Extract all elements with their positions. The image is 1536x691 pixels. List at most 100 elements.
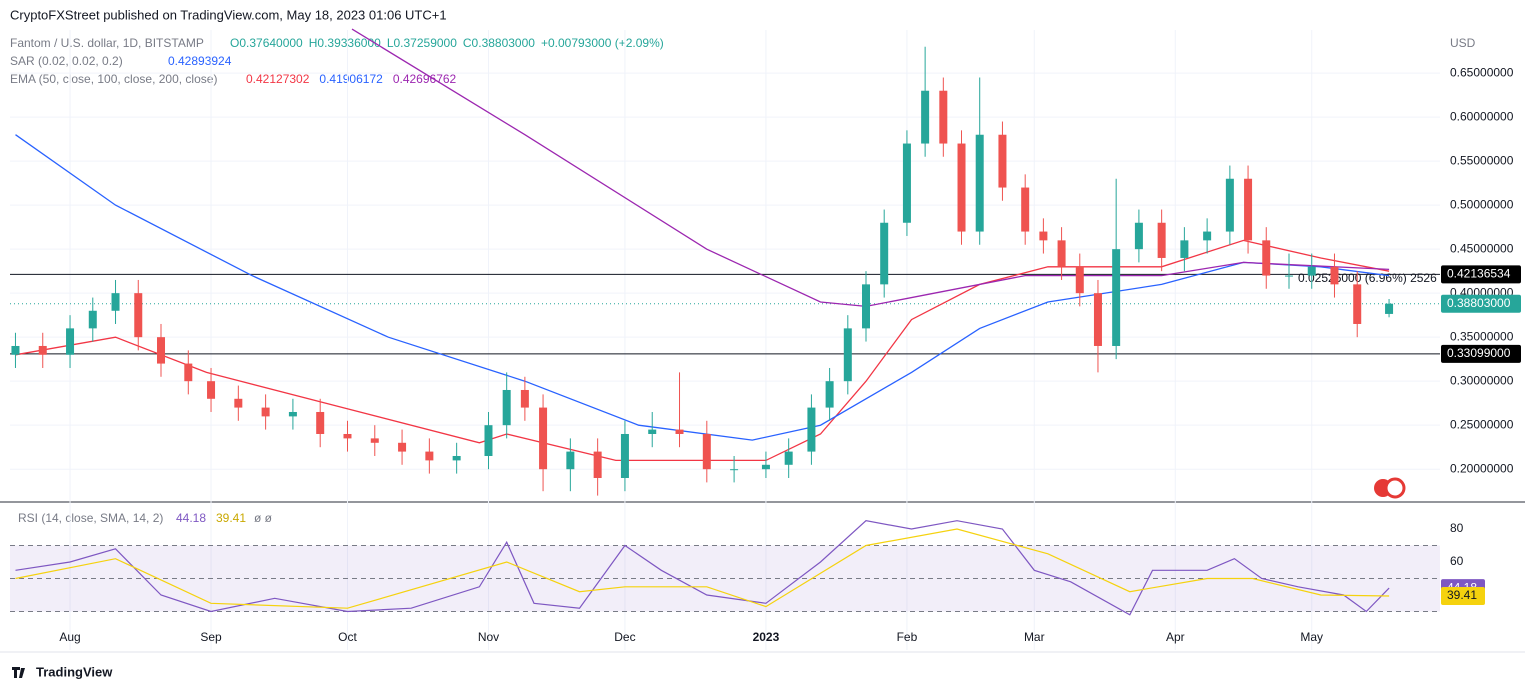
brand-logo	[12, 667, 25, 678]
candle-body	[957, 143, 966, 232]
candle-body	[261, 407, 270, 417]
candle-body	[1244, 178, 1253, 241]
y-tick-label: 0.30000000	[1450, 373, 1514, 387]
candle-body	[484, 425, 493, 456]
candle-body	[1284, 275, 1293, 277]
rsi-line	[15, 528, 1390, 609]
candle-body	[702, 433, 711, 470]
candle-body	[234, 398, 243, 408]
publisher: CryptoFXStreet published on TradingView.…	[10, 7, 447, 22]
candle-body	[66, 328, 75, 355]
candle-body	[207, 381, 216, 399]
flag-icon	[1374, 477, 1406, 499]
candle-body	[1057, 240, 1066, 267]
rsi-extra: ø ø	[254, 511, 273, 525]
y-tick-label: 0.55000000	[1450, 153, 1514, 167]
y-tick-label: 0.25000000	[1450, 417, 1514, 431]
candle-body	[539, 407, 548, 470]
candle-body	[1075, 266, 1084, 294]
candle-body	[825, 381, 834, 408]
price-label: 0.33099000	[1447, 346, 1511, 360]
y-tick-label: 0.65000000	[1450, 65, 1514, 79]
candle-body	[861, 284, 870, 329]
value-label-box	[1441, 586, 1485, 605]
ema-value: 0.41906172	[319, 72, 383, 86]
candle-body	[184, 363, 193, 382]
ema-line	[351, 28, 1390, 308]
candle-body	[1262, 240, 1271, 276]
y-tick-label: 80	[1450, 521, 1464, 535]
brand: TradingView	[36, 664, 113, 679]
ema-value: 0.42127302	[246, 72, 310, 86]
candle-body	[157, 337, 166, 364]
ohlc-value: H0.39336000	[309, 36, 381, 50]
candle-body	[398, 442, 407, 452]
candle-body	[1180, 240, 1189, 258]
ohlc-value: L0.37259000	[387, 36, 457, 50]
candle-body	[1385, 303, 1394, 314]
candle-body	[939, 90, 948, 144]
candle-body	[1093, 293, 1102, 346]
candle-body	[1134, 222, 1143, 250]
y-tick-label: 60	[1450, 554, 1464, 568]
candle-body	[316, 411, 325, 434]
x-tick-label: May	[1300, 630, 1323, 644]
candle-body	[761, 464, 770, 470]
candle-body	[807, 407, 816, 452]
price-label: 0.38803000	[1447, 296, 1511, 310]
x-tick-label: Sep	[200, 630, 222, 644]
rsi-line	[15, 520, 1390, 616]
ema-legend: EMA (50, close, 100, close, 200, close)	[10, 72, 217, 86]
x-tick-label: Feb	[897, 630, 918, 644]
candle-body	[675, 429, 684, 434]
x-tick-label: Dec	[614, 630, 635, 644]
symbol-title: Fantom / U.S. dollar, 1D, BITSTAMP	[10, 36, 204, 50]
candle-body	[1330, 266, 1339, 285]
x-tick-label: Aug	[59, 630, 80, 644]
candle-body	[1225, 178, 1234, 232]
candle-body	[1112, 249, 1121, 346]
candle-body	[620, 433, 629, 478]
candle-body	[921, 90, 930, 144]
candle-body	[1021, 187, 1030, 232]
rsi-title: RSI (14, close, SMA, 14, 2)	[18, 511, 163, 525]
ohlc-value: O0.37640000	[230, 36, 303, 50]
candle-body	[370, 438, 379, 443]
candle-body	[288, 411, 297, 417]
candle-body	[880, 222, 889, 285]
candle-body	[1203, 231, 1212, 241]
sar-legend: SAR (0.02, 0.02, 0.2)	[10, 54, 123, 68]
rsi-legend-value: 44.18	[176, 511, 206, 525]
x-tick-label: 2023	[753, 630, 780, 644]
ema-line	[15, 134, 1390, 441]
candle-body	[1353, 284, 1362, 324]
candle-body	[730, 469, 739, 471]
y-tick-label: 0.45000000	[1450, 241, 1514, 255]
price-label-box	[1441, 344, 1521, 363]
candle-body	[520, 389, 529, 408]
candle-body	[998, 134, 1007, 188]
ema-value: 0.42696762	[393, 72, 457, 86]
ohlc-value: +0.00793000 (+2.09%)	[541, 36, 664, 50]
y-tick-label: 0.20000000	[1450, 461, 1514, 475]
candle-body	[648, 429, 657, 434]
price-label: 0.42136534	[1447, 267, 1511, 281]
x-tick-label: Apr	[1166, 630, 1185, 644]
rsi-legend-value: 39.41	[216, 511, 246, 525]
candle-body	[1307, 266, 1316, 276]
ohlc-value: C0.38803000	[463, 36, 535, 50]
y-tick-label: 0.50000000	[1450, 197, 1514, 211]
sar-value: 0.42893924	[168, 54, 232, 68]
value-label: 39.41	[1447, 588, 1477, 602]
x-tick-label: Mar	[1024, 630, 1045, 644]
candle-body	[38, 345, 47, 355]
candle-body	[111, 293, 120, 311]
candle-body	[902, 143, 911, 223]
y-tick-label: 0.60000000	[1450, 109, 1514, 123]
y-tick-label: 0.35000000	[1450, 329, 1514, 343]
candle-body	[425, 451, 434, 461]
candle-body	[843, 328, 852, 382]
candle-body	[784, 451, 793, 465]
